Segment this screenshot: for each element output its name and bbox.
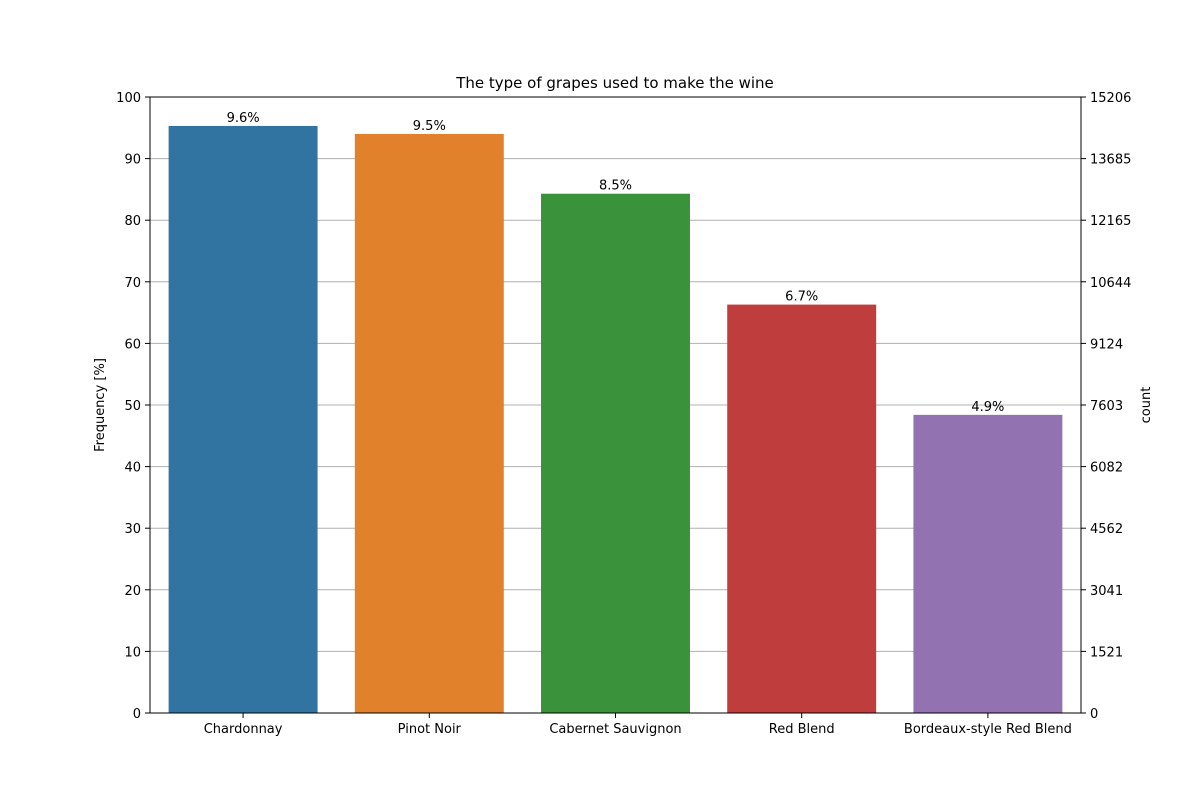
x-tick-label: Red Blend — [769, 722, 835, 737]
chart-title: The type of grapes used to make the wine — [455, 74, 774, 92]
bar-value-label: 9.5% — [413, 119, 446, 134]
y2-tick-label: 1521 — [1090, 645, 1123, 660]
y-tick-label: 70 — [124, 276, 141, 291]
y2-tick-label: 12165 — [1090, 214, 1131, 229]
y2-tick-label: 9124 — [1090, 337, 1123, 352]
y2-tick-label: 4562 — [1090, 522, 1123, 537]
bar-value-label: 8.5% — [599, 179, 632, 194]
y2-axis-title: count — [1139, 387, 1154, 424]
y2-tick-label: 10644 — [1090, 276, 1131, 291]
y-tick-label: 50 — [124, 399, 141, 414]
y-tick-label: 100 — [116, 91, 141, 106]
bars — [168, 125, 1063, 713]
y-tick-label: 80 — [124, 214, 141, 229]
y-tick-label: 0 — [133, 707, 141, 722]
y-tick-label: 20 — [124, 584, 141, 599]
bar-bordeaux-style-red-blend — [913, 414, 1063, 713]
y-tick-label: 90 — [124, 153, 141, 168]
y-tick-label: 10 — [124, 645, 141, 660]
bar-chardonnay — [168, 125, 318, 713]
y2-tick-label: 13685 — [1090, 153, 1131, 168]
bar-cabernet-sauvignon — [541, 193, 690, 713]
bar-value-labels: 9.6% 9.5% 8.5% 6.7% 4.9% — [227, 111, 1005, 415]
y2-tick-label: 15206 — [1090, 91, 1131, 106]
ticks: 0 0 10 1521 20 3041 30 4562 40 6082 50 7603 60 9124 70… — [116, 91, 1131, 737]
x-tick-label: Cabernet Sauvignon — [549, 722, 681, 737]
y2-tick-label: 3041 — [1090, 584, 1123, 599]
bar-value-label: 6.7% — [785, 290, 818, 305]
x-tick-label: Pinot Noir — [398, 722, 462, 737]
y-tick-label: 40 — [124, 461, 141, 476]
y-tick-label: 60 — [124, 337, 141, 352]
y2-tick-label: 7603 — [1090, 399, 1123, 414]
x-tick-label: Bordeaux-style Red Blend — [904, 722, 1072, 737]
bar-value-label: 9.6% — [227, 111, 260, 126]
y2-tick-label: 6082 — [1090, 461, 1123, 476]
bar-red-blend — [727, 304, 877, 713]
y-axis-title: Frequency [%] — [93, 358, 108, 452]
bar-pinot-noir — [354, 133, 504, 713]
bar-value-label: 4.9% — [971, 400, 1004, 415]
y2-tick-label: 0 — [1090, 707, 1098, 722]
y-tick-label: 30 — [124, 522, 141, 537]
x-tick-label: Chardonnay — [204, 722, 283, 737]
